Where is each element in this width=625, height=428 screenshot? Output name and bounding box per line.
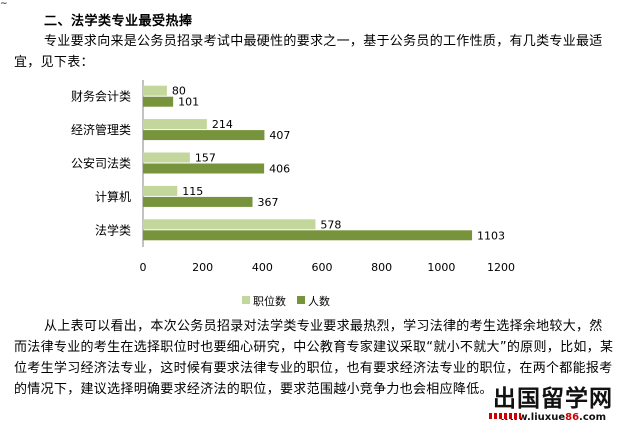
bar-positions (143, 85, 167, 96)
category-label: 法学类 (95, 222, 131, 237)
legend-swatch (297, 296, 305, 304)
bar-positions (143, 185, 178, 196)
legend-swatch (242, 296, 250, 304)
top-mark: ~ (0, 0, 8, 9)
data-label: 407 (269, 129, 290, 142)
data-label: 214 (212, 118, 233, 131)
watermark-url-number: 86 (565, 412, 580, 423)
data-label: 80 (172, 85, 186, 98)
data-label: 157 (195, 152, 216, 165)
x-tick-label: 0 (140, 261, 147, 274)
watermark-url-prefix: www.liuxue (499, 412, 566, 423)
data-label: 101 (178, 96, 199, 109)
body-paragraph: 从上表可以看出，本次公务员招录对法学类专业要求最热烈，学习法律的考生选择余地较大… (14, 319, 614, 397)
bar-positions (143, 119, 207, 130)
category-label: 计算机 (95, 189, 131, 204)
intro-paragraph: 专业要求向来是公务员招录考试中最硬性的要求之一，基于公务员的工作性质，有几类专业… (14, 34, 603, 70)
watermark-stripe (489, 413, 521, 419)
bar-positions (143, 152, 190, 163)
watermark-url: www.liuxue86.com (489, 412, 617, 423)
x-tick-label: 600 (312, 261, 333, 274)
watermark-title: 出国留学网 (493, 386, 613, 412)
bar-positions (143, 219, 316, 230)
data-label: 367 (257, 196, 278, 209)
bar-applicants (143, 163, 265, 174)
x-tick-label: 200 (192, 261, 213, 274)
data-label: 406 (269, 163, 290, 176)
section-heading: 二、法学类专业最受热捧 (44, 14, 193, 29)
category-label: 公安司法类 (71, 156, 131, 171)
category-label: 经济管理类 (71, 122, 131, 137)
data-label: 1103 (477, 229, 505, 242)
legend-label: 人数 (308, 295, 330, 308)
legend-label: 职位数 (253, 294, 286, 308)
watermark-logo: 出国留学网 www.liuxue86.com (489, 387, 617, 423)
x-tick-label: 800 (371, 261, 392, 274)
bar-applicants (143, 96, 174, 107)
x-tick-label: 1200 (487, 261, 515, 274)
watermark-url-suffix: .com (579, 412, 607, 423)
bar-applicants (143, 230, 473, 241)
x-tick-label: 400 (252, 261, 273, 274)
data-label: 115 (182, 185, 203, 198)
bar-applicants (143, 130, 265, 141)
category-label: 财务会计类 (71, 89, 131, 104)
bar-applicants (143, 196, 253, 207)
data-label: 578 (320, 218, 341, 231)
x-tick-label: 1000 (427, 261, 455, 274)
